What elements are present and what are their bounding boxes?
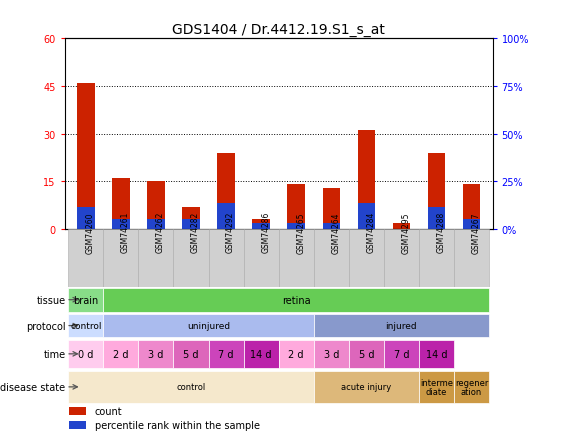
Text: GSM74260: GSM74260 (86, 211, 95, 253)
Bar (463, 220, 480, 229)
Bar (77, 207, 95, 229)
Text: control: control (70, 321, 101, 330)
Bar (288, 185, 305, 229)
Bar (182, 207, 200, 229)
Bar (314, 314, 489, 338)
Text: injured: injured (386, 321, 417, 330)
Text: GSM74261: GSM74261 (121, 212, 130, 253)
Bar (279, 229, 314, 287)
Bar (244, 340, 279, 368)
Bar (419, 229, 454, 287)
Text: brain: brain (73, 295, 99, 305)
Bar (182, 220, 200, 229)
Bar (349, 229, 384, 287)
Text: GSM74264: GSM74264 (331, 211, 340, 253)
Bar (138, 340, 173, 368)
Text: 3 d: 3 d (324, 349, 339, 359)
Bar (68, 371, 314, 403)
Text: GSM74288: GSM74288 (436, 212, 445, 253)
Bar (68, 229, 104, 287)
Bar (392, 223, 410, 229)
Text: GSM74265: GSM74265 (296, 211, 305, 253)
Text: GSM74295: GSM74295 (401, 211, 410, 253)
Text: 7 d: 7 d (394, 349, 409, 359)
Bar (428, 153, 445, 229)
Text: GSM74284: GSM74284 (367, 212, 376, 253)
Text: GSM74282: GSM74282 (191, 212, 200, 253)
Text: uninjured: uninjured (187, 321, 230, 330)
Text: control: control (176, 382, 205, 391)
Bar (217, 204, 235, 229)
Bar (428, 207, 445, 229)
Bar (173, 229, 208, 287)
Bar (463, 185, 480, 229)
Bar (147, 220, 165, 229)
Text: GSM74286: GSM74286 (261, 212, 270, 253)
Bar (68, 340, 104, 368)
Bar (288, 223, 305, 229)
Bar (244, 229, 279, 287)
Bar (68, 288, 104, 312)
Bar (454, 229, 489, 287)
Bar (314, 340, 349, 368)
Bar (104, 229, 138, 287)
Bar (323, 188, 340, 229)
Bar (314, 371, 419, 403)
Bar (68, 314, 104, 338)
Bar (454, 371, 489, 403)
Bar (358, 131, 375, 229)
Bar (314, 229, 349, 287)
Text: time: time (43, 349, 65, 359)
Bar (208, 229, 244, 287)
Text: acute injury: acute injury (341, 382, 391, 391)
Bar (349, 340, 384, 368)
Bar (358, 204, 375, 229)
Text: 7 d: 7 d (218, 349, 234, 359)
Bar (323, 223, 340, 229)
Text: protocol: protocol (26, 321, 65, 331)
Text: tissue: tissue (37, 295, 65, 305)
Text: GSM74262: GSM74262 (156, 212, 165, 253)
Title: GDS1404 / Dr.4412.19.S1_s_at: GDS1404 / Dr.4412.19.S1_s_at (172, 23, 385, 36)
Bar (112, 220, 129, 229)
Text: regener
ation: regener ation (455, 378, 488, 396)
Bar (217, 153, 235, 229)
Text: 14 d: 14 d (251, 349, 272, 359)
Bar (77, 83, 95, 229)
Text: interme
diate: interme diate (420, 378, 453, 396)
Bar (112, 178, 129, 229)
Bar (419, 371, 454, 403)
Bar (384, 340, 419, 368)
Bar (279, 340, 314, 368)
Bar (419, 340, 454, 368)
Text: 14 d: 14 d (426, 349, 447, 359)
Bar (69, 421, 86, 429)
Text: GSM74292: GSM74292 (226, 212, 235, 253)
Text: 5 d: 5 d (183, 349, 199, 359)
Bar (252, 223, 270, 229)
Bar (69, 408, 86, 415)
Text: count: count (95, 406, 122, 416)
Text: 2 d: 2 d (288, 349, 304, 359)
Text: 2 d: 2 d (113, 349, 128, 359)
Bar (138, 229, 173, 287)
Text: 3 d: 3 d (148, 349, 164, 359)
Bar (173, 340, 208, 368)
Text: retina: retina (282, 295, 311, 305)
Bar (208, 340, 244, 368)
Text: percentile rank within the sample: percentile rank within the sample (95, 420, 260, 430)
Text: disease state: disease state (1, 382, 65, 392)
Text: 5 d: 5 d (359, 349, 374, 359)
Text: 0 d: 0 d (78, 349, 93, 359)
Bar (104, 314, 314, 338)
Bar (147, 182, 165, 229)
Bar (252, 220, 270, 229)
Bar (384, 229, 419, 287)
Bar (104, 340, 138, 368)
Text: GSM74267: GSM74267 (472, 211, 481, 253)
